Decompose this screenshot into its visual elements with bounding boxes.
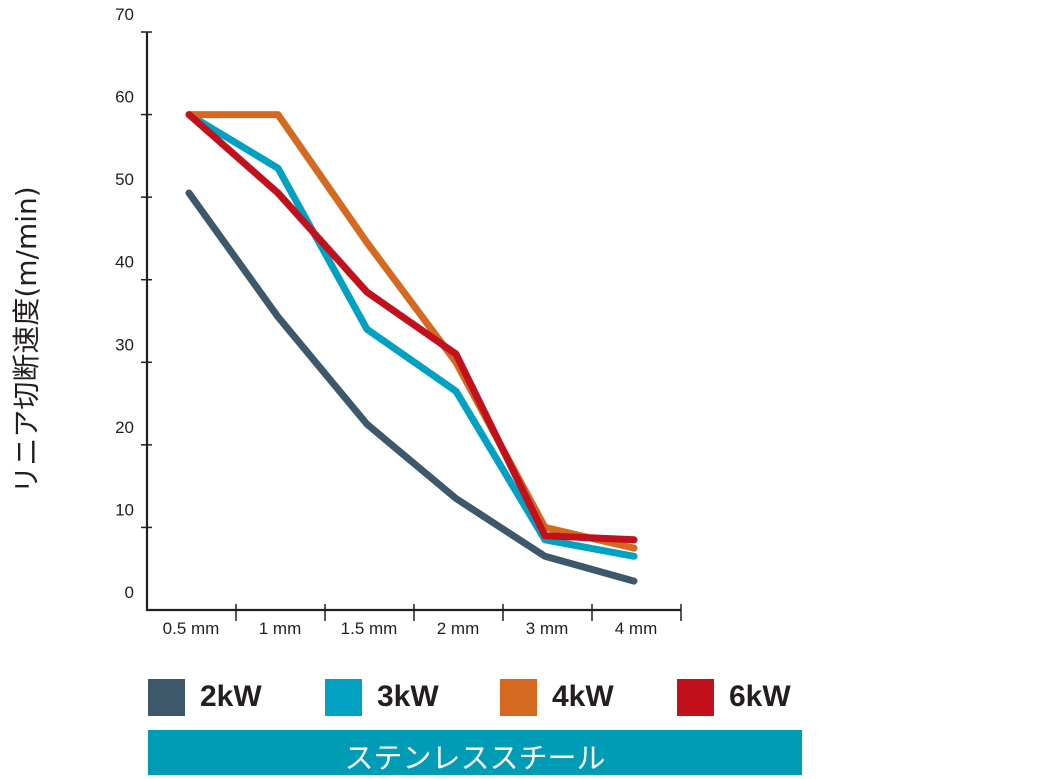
x-tick-label: 2 mm <box>437 619 480 638</box>
y-tick-label: 30 <box>115 335 134 354</box>
y-axis-ticks: 0 10 20 30 40 50 60 70 <box>115 5 152 602</box>
series-line-3kw <box>185 111 638 560</box>
legend-label-4kw: 4kW <box>552 680 614 713</box>
legend: 2kW 3kW 4kW 6kW <box>148 678 808 718</box>
y-tick-label: 10 <box>115 500 134 519</box>
legend-label-3kw: 3kW <box>377 680 439 713</box>
series-lines <box>185 111 638 585</box>
x-tick-label: 4 mm <box>615 619 658 638</box>
line-chart: 0 10 20 30 40 50 60 70 0.5 mm 1 mm 1.5 mm 2 mm 3 mm… <box>10 5 682 638</box>
y-tick-label: 40 <box>115 253 134 272</box>
legend-swatch-2kw <box>148 679 185 716</box>
x-tick-label: 1 mm <box>259 619 302 638</box>
x-tick-label: 0.5 mm <box>163 619 220 638</box>
legend-swatch-4kw <box>500 679 537 716</box>
series-line-2kw <box>185 189 638 585</box>
series-line-4kw <box>185 111 638 552</box>
legend-label-6kw: 6kW <box>729 680 791 713</box>
y-tick-label: 20 <box>115 418 134 437</box>
x-axis-ticks: 0.5 mm 1 mm 1.5 mm 2 mm 3 mm 4 mm <box>163 604 682 638</box>
legend-swatch-3kw <box>325 679 362 716</box>
x-tick-label: 3 mm <box>526 619 569 638</box>
x-tick-label: 1.5 mm <box>341 619 398 638</box>
material-banner-label: ステンレススチール <box>344 741 606 775</box>
material-banner: ステンレススチール <box>148 730 802 775</box>
legend-label-2kw: 2kW <box>200 680 262 713</box>
y-tick-label: 70 <box>115 5 134 24</box>
y-tick-label: 50 <box>115 170 134 189</box>
y-axis-label: リニア切断速度(m/min) <box>10 186 43 493</box>
y-tick-label: 60 <box>115 88 134 107</box>
y-tick-label: 0 <box>125 583 134 602</box>
legend-swatch-6kw <box>677 679 714 716</box>
series-line-6kw <box>185 111 638 544</box>
